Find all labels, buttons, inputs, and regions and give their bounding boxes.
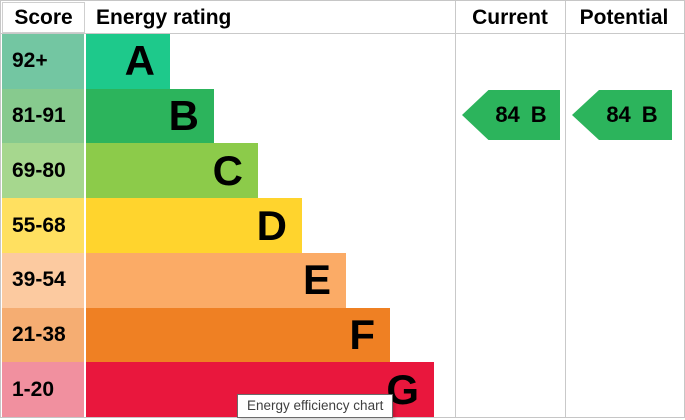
current-rating-value: 84 xyxy=(495,102,520,127)
potential-rating-value: 84 xyxy=(606,102,631,127)
band-bar-f: F xyxy=(86,307,390,363)
band-row-d: 55-68 D xyxy=(1,198,455,253)
band-bar-e: E xyxy=(86,252,346,308)
band-rows: 92+ A 81-91 B 69-80 C 55-68 D 39-54 E 21… xyxy=(1,34,455,418)
current-rating-letter: B xyxy=(530,102,547,127)
score-range-b: 81-91 xyxy=(2,88,84,144)
chart-tooltip: Energy efficiency chart xyxy=(237,394,394,418)
score-range-a: 92+ xyxy=(2,34,84,89)
band-bar-a: A xyxy=(86,34,170,89)
header-divider-line xyxy=(1,33,684,34)
current-column-header: Current xyxy=(472,6,548,29)
band-row-a: 92+ A xyxy=(1,34,455,89)
band-bar-c: C xyxy=(86,143,258,199)
score-range-f: 21-38 xyxy=(2,307,84,363)
potential-column-divider xyxy=(565,1,566,417)
potential-column-header: Potential xyxy=(579,6,669,29)
score-range-c: 69-80 xyxy=(2,143,84,199)
score-range-e: 39-54 xyxy=(2,252,84,308)
current-column-divider xyxy=(455,1,456,417)
band-bar-b: B xyxy=(86,88,214,144)
score-range-d: 55-68 xyxy=(2,198,84,253)
band-row-c: 69-80 C xyxy=(1,143,455,199)
band-row-f: 21-38 F xyxy=(1,307,455,363)
band-bar-d: D xyxy=(86,198,302,253)
band-row-b: 81-91 B xyxy=(1,88,455,144)
band-row-e: 39-54 E xyxy=(1,252,455,308)
energy-rating-column-header: Energy rating xyxy=(96,6,232,29)
potential-rating-letter: B xyxy=(641,102,658,127)
score-range-g: 1-20 xyxy=(2,362,84,418)
score-column-header: Score xyxy=(2,2,85,33)
